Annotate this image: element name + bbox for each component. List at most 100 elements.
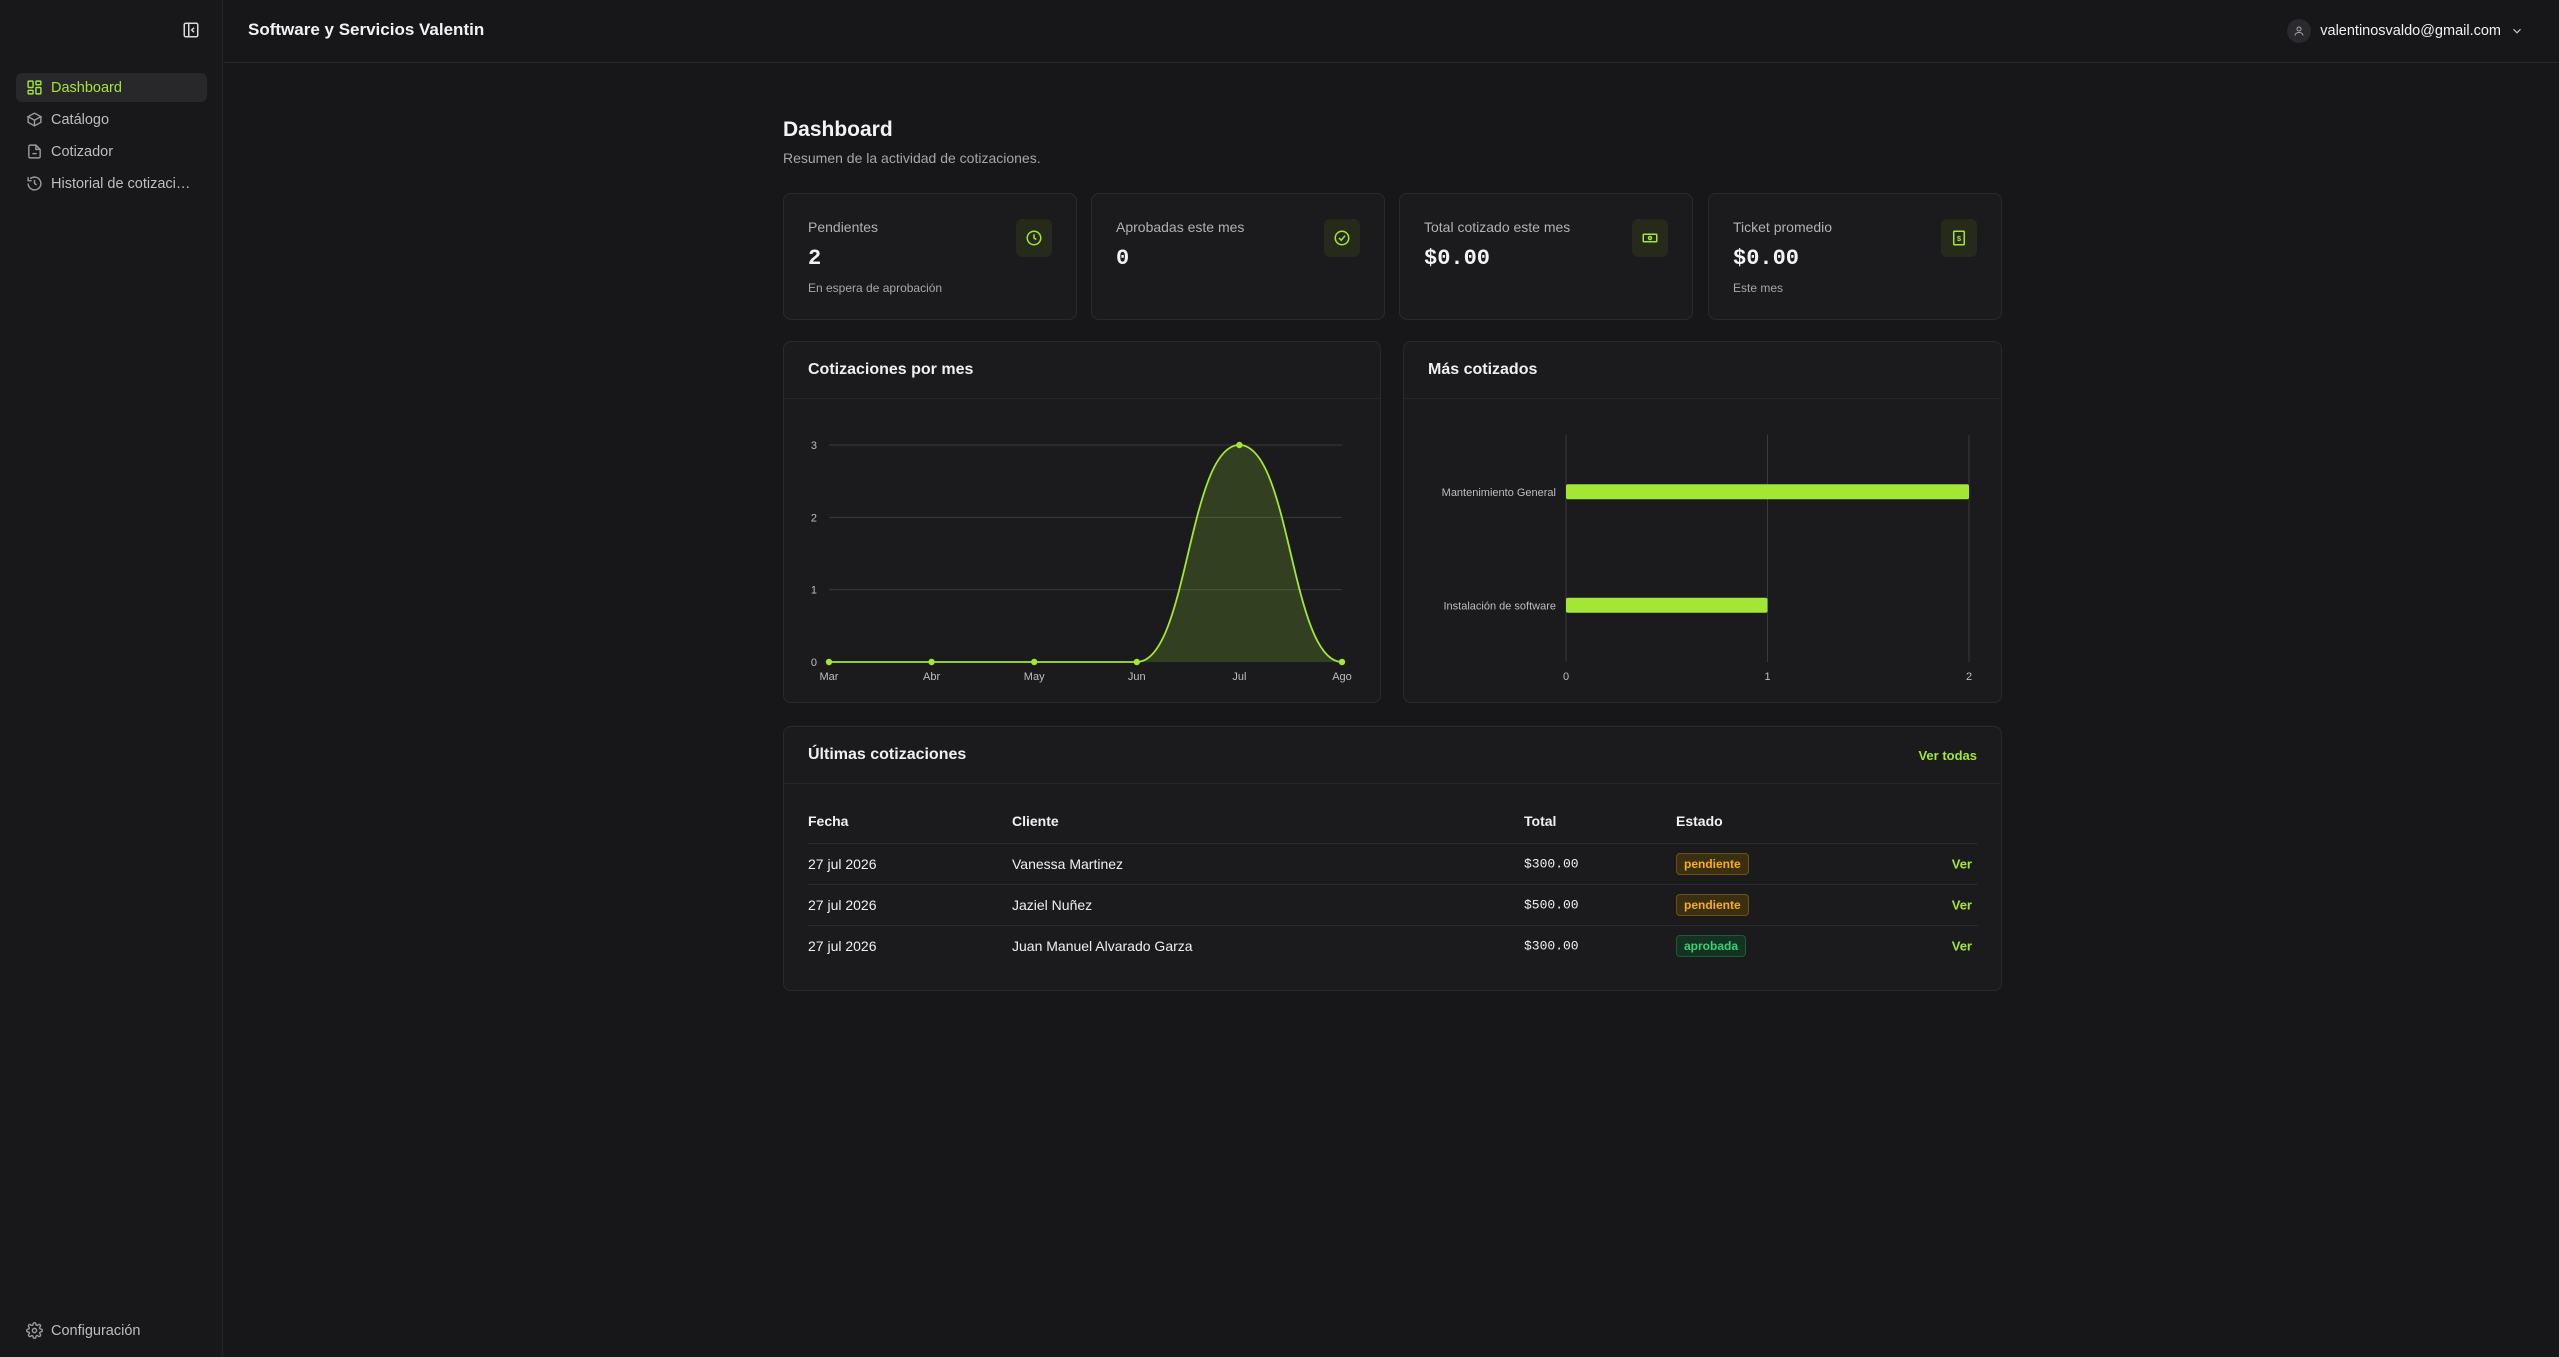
x-tick-label: 0 — [1563, 671, 1569, 683]
status-badge: pendiente — [1676, 894, 1749, 916]
stat-value: 0 — [1116, 246, 1130, 271]
bar — [1566, 597, 1768, 613]
sidebar-collapse-icon[interactable] — [181, 20, 201, 40]
stat-card-pendientes: Pendientes 2 En espera de aprobación — [783, 193, 1077, 320]
sidebar-item-historial[interactable]: Historial de cotizaci… — [16, 169, 207, 198]
column-header: Total — [1524, 813, 1557, 829]
page-title: Dashboard — [783, 118, 893, 141]
user-email: valentinosvaldo@gmail.com — [2320, 23, 2501, 39]
x-tick-label: Jul — [1232, 671, 1246, 683]
file-plus-icon — [28, 144, 41, 159]
data-point — [1236, 441, 1243, 449]
x-tick-label: Ago — [1332, 671, 1352, 683]
user-icon — [2287, 19, 2312, 43]
card-title: Más cotizados — [1428, 361, 1538, 378]
stat-card-aprobadas: Aprobadas este mes 0 — [1091, 193, 1385, 320]
stat-label: Aprobadas este mes — [1116, 219, 1245, 235]
receipt-icon: $ — [1941, 219, 1977, 257]
stat-card-total: Total cotizado este mes $0.00 — [1399, 193, 1693, 320]
sidebar-item-catalogo[interactable]: Catálogo — [16, 105, 207, 134]
card-title: Cotizaciones por mes — [808, 361, 974, 378]
chart-card-top: Más cotizados 0 1 2 Mantenimiento General In… — [1403, 341, 2002, 703]
quotes-table: Fecha Cliente Total Estado 27 jul 2026 V… — [808, 809, 1978, 966]
column-header: Estado — [1676, 813, 1723, 829]
data-point — [1031, 658, 1038, 666]
x-tick-label: 1 — [1764, 671, 1770, 683]
stat-value: $0.00 — [1424, 246, 1491, 271]
banknote-icon — [1632, 219, 1668, 257]
stat-value: 2 — [808, 246, 822, 271]
y-tick-label: 1 — [811, 585, 817, 597]
history-icon — [27, 176, 42, 191]
status-badge: pendiente — [1676, 853, 1749, 875]
stat-value: $0.00 — [1733, 246, 1800, 271]
table-row: 27 jul 2026 Juan Manuel Alvarado Garza $… — [808, 925, 1978, 966]
stat-label: Total cotizado este mes — [1424, 219, 1571, 235]
sidebar-item-label: Configuración — [51, 1322, 141, 1339]
stat-label: Pendientes — [808, 219, 879, 235]
stats-row: Pendientes 2 En espera de aprobación Apr… — [783, 193, 2002, 320]
sidebar-item-label: Cotizador — [51, 143, 114, 160]
page-subtitle: Resumen de la actividad de cotizaciones. — [783, 150, 1041, 166]
sidebar-item-label: Historial de cotizaci… — [51, 175, 191, 192]
y-tick-label: 2 — [811, 512, 817, 524]
data-point — [1133, 658, 1140, 666]
bar — [1566, 484, 1969, 500]
sidebar-item-dashboard[interactable]: Dashboard — [16, 73, 207, 102]
cell-fecha: 27 jul 2026 — [808, 897, 877, 913]
area-fill — [829, 445, 1342, 662]
x-tick-label: Abr — [923, 671, 940, 683]
sidebar-item-cotizador[interactable]: Cotizador — [16, 137, 207, 166]
sidebar-nav: Dashboard Catálogo Cotizador Historial d… — [16, 73, 207, 201]
table-row: 27 jul 2026 Jaziel Nuñez $500.00 pendien… — [808, 884, 1978, 925]
cell-total: $300.00 — [1524, 938, 1579, 954]
dashboard-icon — [27, 80, 42, 95]
table-row: 27 jul 2026 Vanessa Martinez $300.00 pen… — [808, 843, 1978, 884]
cell-cliente: Jaziel Nuñez — [1012, 897, 1093, 913]
cell-total: $300.00 — [1524, 856, 1579, 872]
top-header: Software y Servicios Valentin valentinos… — [224, 0, 2559, 63]
sidebar-item-label: Catálogo — [51, 111, 110, 128]
y-tick-label: 0 — [811, 657, 817, 669]
data-point — [1338, 658, 1346, 666]
chart-card-monthly: Cotizaciones por mes 0 1 2 3 Mar Abr May Jun Jul… — [783, 341, 1381, 703]
sidebar-item-label: Dashboard — [51, 79, 122, 96]
column-header: Fecha — [808, 813, 849, 829]
x-tick-label: Mar — [820, 671, 839, 683]
table-header: Fecha Cliente Total Estado — [808, 809, 1978, 843]
y-tick-label: Instalación de software — [1443, 600, 1556, 612]
data-point — [928, 658, 935, 666]
x-tick-label: Jun — [1128, 671, 1146, 683]
column-header: Cliente — [1012, 813, 1059, 829]
cell-cliente: Vanessa Martinez — [1012, 856, 1124, 872]
stat-hint: Este mes — [1733, 281, 1784, 295]
x-tick-label: 2 — [1966, 671, 1972, 683]
stat-hint: En espera de aprobación — [808, 281, 943, 295]
data-point — [825, 658, 833, 666]
gear-icon — [26, 1322, 43, 1339]
chevron-down-icon — [2513, 28, 2521, 34]
stat-label: Ticket promedio — [1733, 219, 1833, 235]
cell-fecha: 27 jul 2026 — [808, 856, 877, 872]
main-content: Dashboard Resumen de la actividad de cot… — [783, 118, 2002, 991]
view-link[interactable]: Ver — [1951, 938, 1972, 954]
sidebar: Dashboard Catálogo Cotizador Historial d… — [0, 0, 223, 1357]
y-tick-label: 3 — [811, 440, 817, 452]
user-menu[interactable]: valentinosvaldo@gmail.com — [2287, 19, 2524, 43]
latest-quotes-card: Últimas cotizaciones Ver todas Fecha Cli… — [783, 726, 2002, 991]
cell-cliente: Juan Manuel Alvarado Garza — [1012, 938, 1193, 954]
sidebar-item-configuracion[interactable]: Configuración — [16, 1316, 207, 1345]
check-circle-icon — [1324, 219, 1360, 257]
status-badge: aprobada — [1676, 935, 1747, 957]
view-all-link[interactable]: Ver todas — [1918, 747, 1977, 763]
view-link[interactable]: Ver — [1951, 856, 1972, 872]
x-tick-label: May — [1024, 671, 1045, 683]
bar-chart: 0 1 2 Mantenimiento General Instalación de s… — [1442, 435, 1972, 683]
view-link[interactable]: Ver — [1951, 897, 1972, 913]
cell-fecha: 27 jul 2026 — [808, 938, 877, 954]
company-name: Software y Servicios Valentin — [248, 20, 485, 39]
stat-card-ticket: Ticket promedio $0.00 Este mes $ — [1708, 193, 2002, 320]
box-icon — [26, 112, 43, 127]
cell-total: $500.00 — [1524, 897, 1579, 913]
y-tick-label: Mantenimiento General — [1442, 487, 1556, 499]
